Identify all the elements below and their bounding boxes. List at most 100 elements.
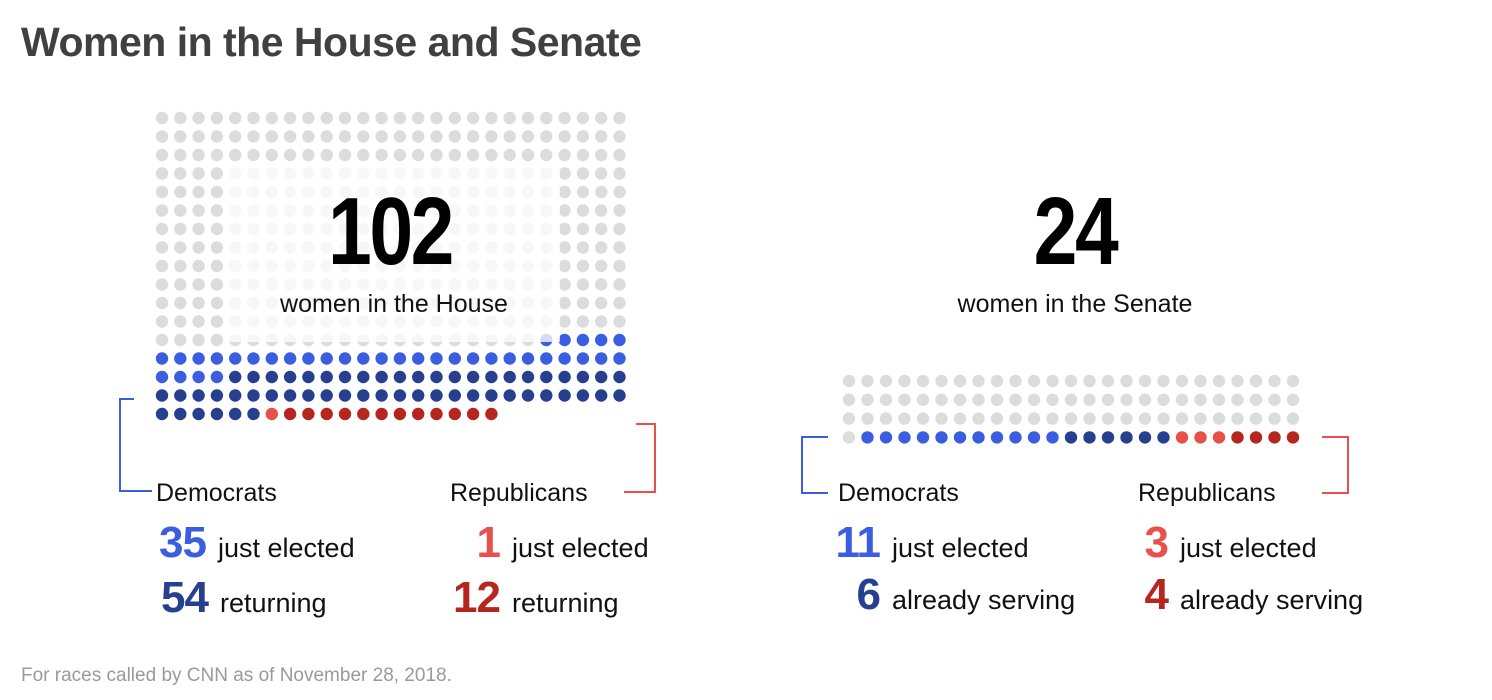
house-seat-dot-empty [595, 204, 608, 217]
house-seat-dot-dem-returning [357, 370, 370, 384]
senate-seat-dot-empty [1027, 412, 1041, 425]
senate-seat-dot-rep-returning [1249, 431, 1263, 444]
senate-seat-dot-empty [1175, 374, 1189, 388]
house-seat-dot-dem-returning [357, 389, 370, 402]
house-seat-dot-dem-returning [576, 370, 590, 384]
senate-seat-dot-empty [935, 412, 948, 425]
house-seat-dot-empty [595, 111, 608, 125]
house-seat-dot-empty [192, 148, 205, 162]
house-seat-dot-dem-returning [302, 370, 315, 384]
senate-seat-dot-dem-new [1046, 431, 1059, 444]
house-seat-dot-empty [174, 241, 187, 254]
house-seat-dot-empty [412, 130, 425, 143]
house-label-backdrop [228, 164, 560, 342]
house-seat-dot-empty [558, 167, 571, 180]
house-seat-dot-empty [503, 148, 516, 162]
house-seat-dot-dem-returning [595, 389, 608, 402]
senate-seat-dot-empty [879, 393, 893, 406]
house-seat-dot-empty [229, 148, 242, 162]
house-seat-dot-empty [155, 185, 169, 199]
house-seat-dot-empty [430, 130, 443, 143]
senate-seat-dot-dem-new [990, 431, 1004, 444]
senate-seat-dot-empty [1231, 393, 1244, 406]
house-seat-dot-empty [192, 204, 205, 217]
house-seat-dot-empty [613, 111, 626, 125]
house-seat-dot-empty [613, 222, 626, 236]
house-seat-dot-dem-returning [430, 370, 443, 384]
house-seat-dot-dem-new [247, 352, 260, 365]
house-seat-dot-dem-returning [485, 389, 498, 402]
house-seat-dot-empty [283, 148, 297, 162]
house-seat-dot-empty [412, 111, 425, 125]
house-seat-dot-empty [210, 185, 224, 199]
house-seat-dot-empty [595, 296, 608, 310]
senate-seat-dot-empty [1046, 412, 1059, 425]
senate-seat-dot-empty [1194, 412, 1207, 425]
house-seat-dot-empty [229, 111, 242, 125]
house-seat-dot-dem-returning [412, 370, 425, 384]
senate-dem-returning-value: 6 [856, 570, 881, 619]
house-seat-dot-empty [155, 167, 169, 180]
house-democrats-label: Democrats [156, 479, 277, 507]
senate-seat-dot-empty [898, 393, 911, 406]
senate-seat-dot-empty [1101, 374, 1115, 388]
house-seat-dot-empty [521, 111, 535, 125]
house-seat-dot-dem-returning [229, 370, 242, 384]
house-rep-returning-label: returning [512, 588, 619, 618]
house-seat-dot-empty [155, 296, 169, 310]
house-seat-dot-empty [174, 148, 187, 162]
house-seat-dot-empty [210, 148, 224, 162]
house-seat-dot-empty [558, 296, 571, 310]
house-seat-dot-dem-returning [155, 407, 169, 421]
house-seat-dot-empty [210, 315, 224, 328]
house-seat-dot-dem-returning [393, 370, 407, 384]
house-seat-dot-dem-new [393, 352, 407, 365]
house-seat-dot-dem-new [595, 352, 608, 365]
house-seat-dot-dem-returning [503, 389, 516, 402]
house-seat-dot-dem-returning [338, 370, 352, 384]
house-seat-dot-empty [174, 222, 187, 236]
house-seat-dot-empty [338, 111, 352, 125]
house-seat-dot-dem-returning [393, 389, 407, 402]
house-seat-dot-empty [613, 278, 626, 291]
senate-seat-dot-empty [842, 374, 856, 388]
house-seat-dot-empty [247, 111, 260, 125]
senate-seat-dot-dem-new [898, 431, 911, 444]
house-seat-dot-empty [210, 241, 224, 254]
house-seat-dot-empty [595, 148, 608, 162]
house-seat-dot-empty [393, 130, 407, 143]
senate-seat-dot-empty [1249, 412, 1263, 425]
house-seat-dot-empty [448, 111, 461, 125]
senate-seat-dot-empty [1083, 374, 1096, 388]
senate-seat-dot-empty [1231, 412, 1244, 425]
house-seat-dot-dem-new [595, 333, 608, 347]
chart-title: Women in the House and Senate [21, 19, 642, 65]
senate-seat-dot-empty [1064, 393, 1078, 406]
house-seat-dot-dem-returning [521, 370, 535, 384]
senate-seat-dot-empty [1157, 393, 1170, 406]
senate-seat-dot-empty [972, 374, 985, 388]
house-seat-dot-empty [210, 204, 224, 217]
house-seat-dot-dem-new [302, 352, 315, 365]
house-seat-dot-dem-returning [210, 389, 224, 402]
house-seat-dot-empty [375, 111, 388, 125]
house-seat-dot-empty [155, 130, 169, 143]
house-seat-dot-empty [265, 148, 278, 162]
senate-republicans-label: Republicans [1138, 479, 1276, 507]
house-seat-dot-empty [192, 185, 205, 199]
house-seat-dot-empty [466, 111, 480, 125]
senate-seat-dot-empty [861, 393, 874, 406]
house-seat-dot-empty [485, 148, 498, 162]
house-seat-dot-empty [174, 278, 187, 291]
house-seat-dot-empty [393, 148, 407, 162]
house-seat-dot-dem-returning [320, 389, 333, 402]
house-seat-dot-empty [210, 259, 224, 273]
house-seat-dot-empty [155, 222, 169, 236]
house-seat-dot-dem-new [503, 352, 516, 365]
house-seat-dot-empty [503, 111, 516, 125]
house-seat-dot-empty [558, 148, 571, 162]
senate-seat-dot-rep-new [1212, 431, 1226, 444]
house-democrats-bracket [119, 398, 152, 492]
senate-seat-dot-empty [842, 431, 856, 444]
senate-seat-dot-empty [990, 412, 1004, 425]
